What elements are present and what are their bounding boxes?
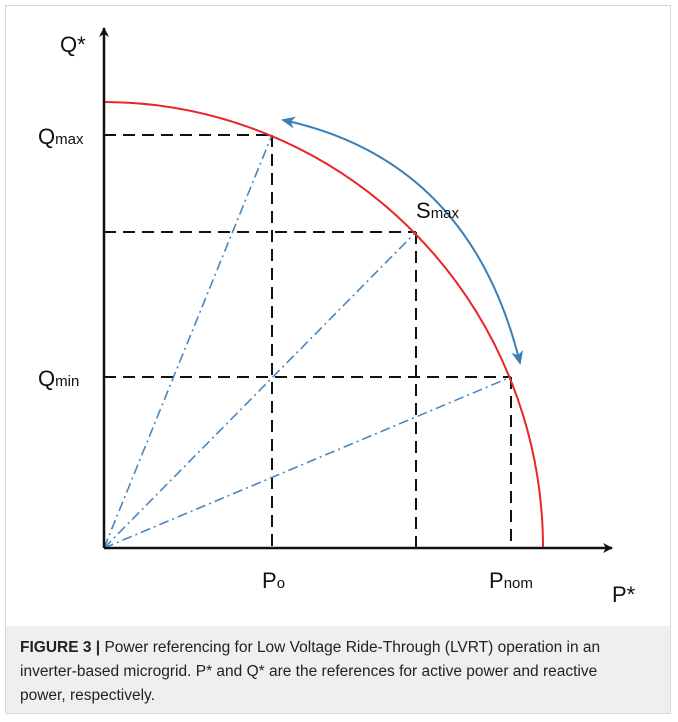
label-base: Q — [38, 366, 55, 391]
p-o-label: Po — [262, 568, 285, 593]
dashed-guides — [104, 134, 512, 548]
label-base: P — [262, 568, 277, 593]
p-axis-label: P* — [612, 582, 636, 607]
label-base: P — [489, 568, 504, 593]
dash-dot-lines — [103, 134, 512, 549]
label-sub: o — [277, 575, 285, 592]
label-sub: nom — [504, 575, 533, 592]
label-sub: max — [431, 205, 460, 222]
label-sub: min — [55, 373, 79, 390]
capability-arc — [103, 101, 544, 549]
q-axis-label: Q* — [60, 32, 86, 57]
caption-text: Power referencing for Low Voltage Ride-T… — [20, 639, 601, 704]
label-base: Q — [38, 124, 55, 149]
q-max-label: Qmax — [38, 124, 84, 149]
p-nom-label: Pnom — [489, 568, 533, 593]
label-sub: max — [55, 131, 84, 148]
figure-frame — [5, 5, 671, 714]
label-base: S — [416, 198, 431, 223]
caption-label: FIGURE 3 | — [20, 639, 101, 656]
s-max-label: Smax — [416, 198, 460, 223]
q-min-label: Qmin — [38, 366, 79, 391]
caption: FIGURE 3 | Power referencing for Low Vol… — [6, 626, 670, 713]
s-max-arrow — [281, 116, 523, 365]
